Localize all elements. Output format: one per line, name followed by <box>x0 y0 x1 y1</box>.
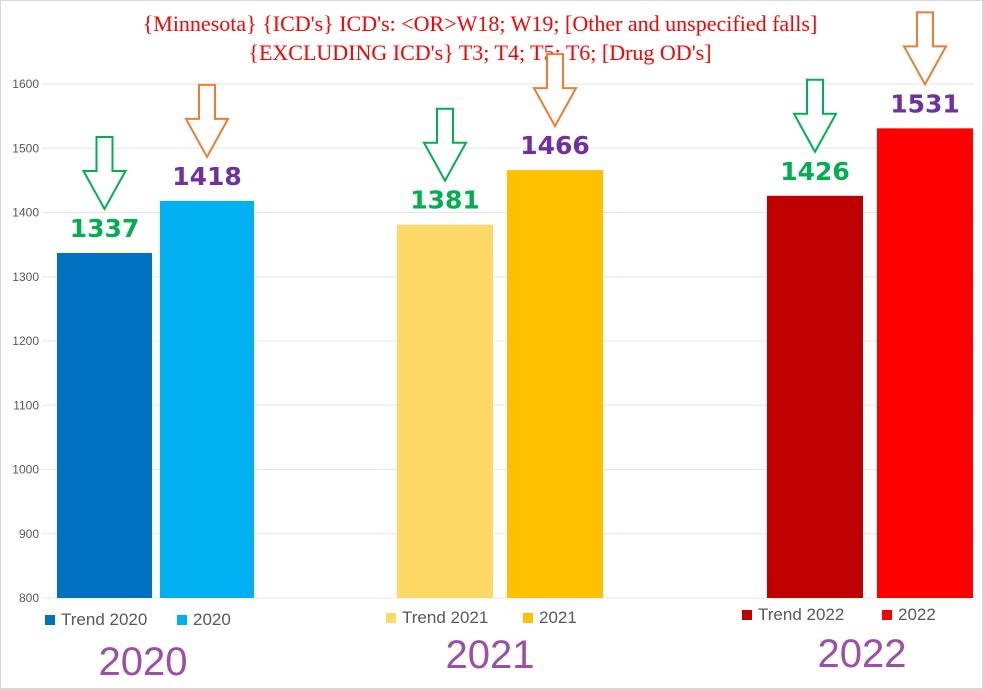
data-label: 1531 <box>890 89 960 118</box>
down-arrow-icon <box>184 83 230 160</box>
chart-title-line-1: {Minnesota} {ICD's} ICD's: <OR>W18; W19;… <box>143 11 818 36</box>
legend-label: 2022 <box>898 605 936 624</box>
y-tick-label: 1200 <box>12 334 39 348</box>
y-tick-label: 1100 <box>13 398 39 412</box>
value-labels: 1337 1418 1381 1466 1426 1531 <box>70 89 960 243</box>
legend-swatch <box>45 615 55 625</box>
legends: Trend 2020 2020 Trend 2021 2021 Trend 2022 20… <box>45 605 936 629</box>
legend-swatch <box>177 615 187 625</box>
y-tick-label: 1000 <box>12 463 39 477</box>
bar <box>507 170 603 598</box>
bar <box>397 224 493 598</box>
y-tick-label: 1300 <box>12 270 39 284</box>
data-label: 1426 <box>780 157 850 186</box>
year-label: 2020 <box>99 640 188 684</box>
year-label: 2022 <box>818 632 907 676</box>
legend-swatch <box>882 610 892 620</box>
legend-label: 2020 <box>193 610 231 629</box>
chart-title-line-2: {EXCLUDING ICD's} T3; T4; T5; T6; [Drug … <box>248 40 711 65</box>
legend-label: Trend 2020 <box>61 610 147 629</box>
y-tick-label: 800 <box>19 591 39 605</box>
down-arrow-icon <box>902 11 948 87</box>
down-arrow-icon <box>422 107 468 183</box>
legend-label: Trend 2021 <box>402 608 488 627</box>
legend-swatch <box>742 610 752 620</box>
bar <box>877 128 973 598</box>
y-tick-label: 1500 <box>12 141 39 155</box>
bar <box>767 195 863 599</box>
bar <box>160 200 254 598</box>
data-label: 1466 <box>520 131 590 160</box>
y-tick-label: 1400 <box>12 206 39 220</box>
year-labels: 2020 2021 2022 <box>99 632 907 684</box>
data-label: 1381 <box>410 186 480 215</box>
arrows <box>81 11 948 212</box>
data-label: 1337 <box>70 214 140 243</box>
legend-label: Trend 2022 <box>758 605 844 624</box>
down-arrow-icon <box>792 78 838 154</box>
bar <box>57 252 152 599</box>
year-label: 2021 <box>446 633 535 677</box>
legend-swatch <box>386 613 396 623</box>
bars <box>57 128 973 599</box>
down-arrow-icon <box>532 53 578 129</box>
down-arrow-icon <box>81 135 128 212</box>
legend-label: 2021 <box>539 608 577 627</box>
legend-swatch <box>523 613 533 623</box>
y-tick-label: 1600 <box>12 77 39 91</box>
data-label: 1418 <box>172 162 242 191</box>
y-tick-label: 900 <box>19 527 39 541</box>
y-axis: 800 900 1000 1100 1200 1300 1400 1500 1600 <box>12 77 39 605</box>
